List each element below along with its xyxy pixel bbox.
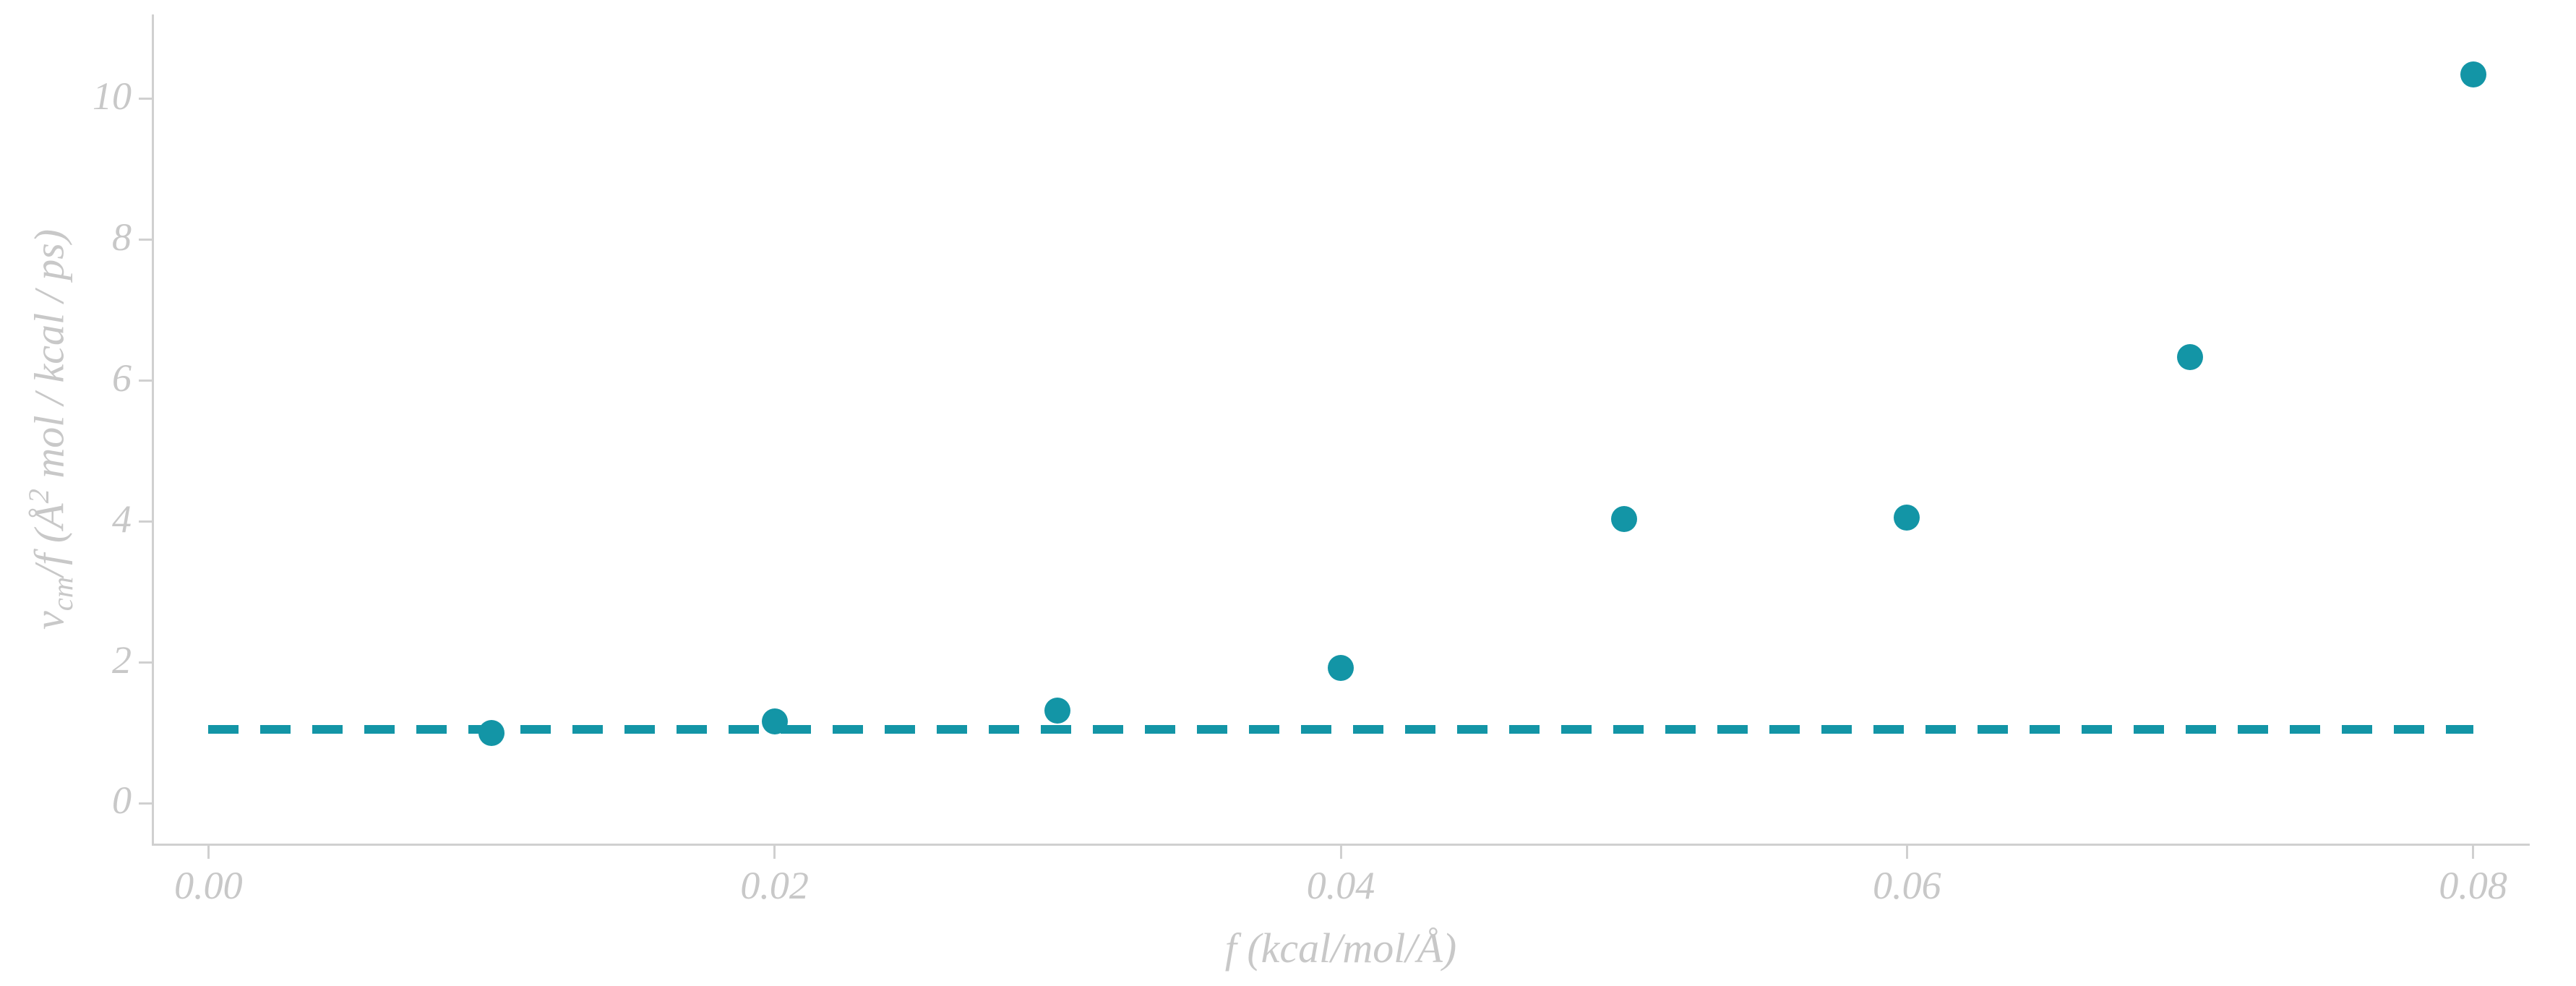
x-tick-label: 0.04 — [1268, 863, 1413, 908]
reference-line-dash — [989, 725, 1019, 734]
x-axis-label: f (kcal/mol/Å) — [1052, 924, 1630, 972]
y-tick-mark — [139, 802, 152, 805]
reference-line-dash — [1613, 725, 1644, 734]
reference-line-dash — [677, 725, 707, 734]
reference-line-dash — [1405, 725, 1435, 734]
data-point — [1894, 505, 1920, 531]
x-tick-label: 0.00 — [136, 863, 280, 908]
y-tick-label: 6 — [112, 356, 132, 400]
x-tick-mark — [2472, 846, 2474, 859]
reference-line-dash — [1093, 725, 1123, 734]
data-point — [2460, 61, 2486, 87]
reference-line-dash — [1925, 725, 1956, 734]
y-tick-label: 2 — [112, 638, 132, 682]
x-tick-mark — [207, 846, 210, 859]
reference-line-dash — [1301, 725, 1331, 734]
y-tick-label: 0 — [112, 778, 132, 823]
reference-line-dash — [2342, 725, 2372, 734]
reference-line-dash — [208, 725, 239, 734]
y-tick-label: 4 — [112, 497, 132, 541]
reference-line-dash — [1145, 725, 1175, 734]
reference-line-dash — [1873, 725, 1904, 734]
y-tick-mark — [139, 661, 152, 664]
reference-line-dash — [1769, 725, 1800, 734]
reference-line-dash — [1041, 725, 1071, 734]
y-tick-label: 8 — [112, 215, 132, 260]
reference-line-dash — [1821, 725, 1852, 734]
reference-line-dash — [1353, 725, 1383, 734]
y-tick-mark — [139, 98, 152, 100]
y-tick-label: 10 — [93, 74, 132, 119]
reference-line-dash — [2394, 725, 2424, 734]
reference-line-dash — [1665, 725, 1696, 734]
data-point — [2177, 344, 2203, 370]
reference-line-dash — [1978, 725, 2008, 734]
reference-line-dash — [572, 725, 603, 734]
x-tick-mark — [1340, 846, 1342, 859]
x-tick-mark — [773, 846, 776, 859]
reference-line-dash — [416, 725, 447, 734]
reference-line-dash — [781, 725, 811, 734]
reference-line-dash — [729, 725, 759, 734]
x-tick-label: 0.08 — [2401, 863, 2546, 908]
y-axis-label: vcm/f (Å2 mol / kcal / ps) — [22, 68, 80, 791]
data-point — [1328, 655, 1354, 681]
reference-line-dash — [312, 725, 343, 734]
reference-line-dash — [2238, 725, 2268, 734]
reference-line-dash — [937, 725, 967, 734]
plot-area — [152, 14, 2530, 846]
reference-line-dash — [2446, 725, 2473, 734]
y-tick-mark — [139, 239, 152, 241]
reference-line-dash — [468, 725, 499, 734]
x-tick-label: 0.02 — [703, 863, 847, 908]
data-point — [1044, 698, 1070, 724]
reference-line-dash — [2134, 725, 2164, 734]
data-point — [1611, 506, 1637, 532]
x-tick-label: 0.06 — [1834, 863, 1979, 908]
reference-line-dash — [364, 725, 395, 734]
reference-line-dash — [1197, 725, 1227, 734]
y-tick-mark — [139, 380, 152, 382]
reference-line-dash — [2290, 725, 2320, 734]
reference-line-dash — [885, 725, 915, 734]
reference-line-dash — [1717, 725, 1748, 734]
reference-line-dash — [520, 725, 551, 734]
reference-line-dash — [260, 725, 291, 734]
reference-line-dash — [1561, 725, 1592, 734]
reference-line-dash — [1509, 725, 1540, 734]
reference-line-dash — [833, 725, 863, 734]
reference-line-dash — [624, 725, 655, 734]
reference-line-dash — [2030, 725, 2060, 734]
reference-line-dash — [1249, 725, 1279, 734]
y-tick-mark — [139, 520, 152, 523]
reference-line-dash — [2082, 725, 2112, 734]
chart-container: 0 2 4 6 8 10 0.00 0.02 0.04 0.06 0.08 f (kcal/mol/… — [0, 0, 2576, 986]
reference-line-dash — [1457, 725, 1487, 734]
reference-line-dash — [2186, 725, 2216, 734]
x-tick-mark — [1906, 846, 1908, 859]
